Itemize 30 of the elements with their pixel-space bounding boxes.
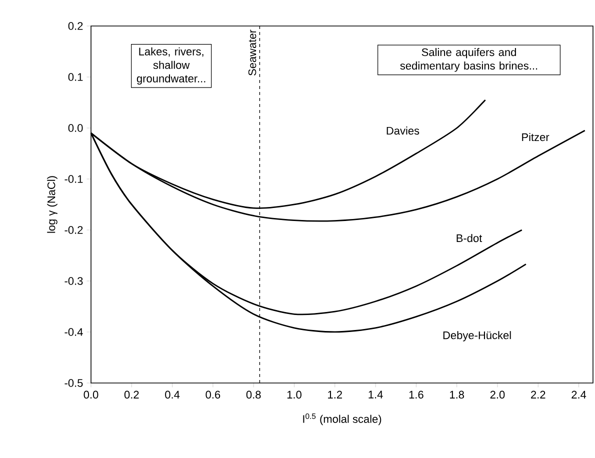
x-axis-title: I$^{0.5}$ (molal scale)	[303, 413, 382, 426]
y-axis-title: log γ (NaCl)	[47, 176, 58, 233]
y-tick-label: -0.2	[64, 226, 83, 234]
x-tick-label: 0.0	[84, 390, 98, 399]
y-tick-label: 0.0	[68, 124, 83, 132]
series-label: B-dot	[456, 234, 482, 242]
x-tick-label: 2.2	[531, 390, 546, 398]
series-label: Davies	[386, 126, 420, 135]
y-tick-label: -0.1	[64, 175, 83, 183]
x-tick-label: 2.0	[490, 390, 505, 399]
ref-line-label: Seawater	[248, 30, 256, 76]
text: Debye-Hückel	[443, 331, 511, 342]
x-tick-label: 0.2	[124, 390, 139, 399]
y-tick-label: -0.4	[64, 328, 83, 336]
x-tick-label: 1.0	[287, 390, 302, 399]
x-tick-label: 1.8	[450, 390, 464, 399]
y-tick-label: -0.3	[64, 277, 83, 285]
x-tick-label: 0.8	[246, 390, 261, 399]
x-tick-label: 1.6	[409, 390, 424, 399]
y-tick-label: 0.2	[68, 22, 83, 30]
series-label: Pitzer	[522, 132, 550, 142]
annotation: Lakes, rivers, shallow groundwater...	[136, 47, 206, 85]
x-tick-label: 2.4	[572, 390, 586, 398]
x-tick-label: 1.4	[368, 390, 383, 398]
y-tick-label: -0.5	[64, 379, 83, 387]
x-tick-label: 0.4	[165, 390, 180, 399]
x-tick-label: 1.2	[328, 390, 342, 398]
y-tick-label: 0.1	[68, 73, 83, 81]
x-tick-label: 0.6	[206, 390, 220, 399]
annotation: Saline aquifers and sedimentary basins brines...	[400, 48, 538, 72]
